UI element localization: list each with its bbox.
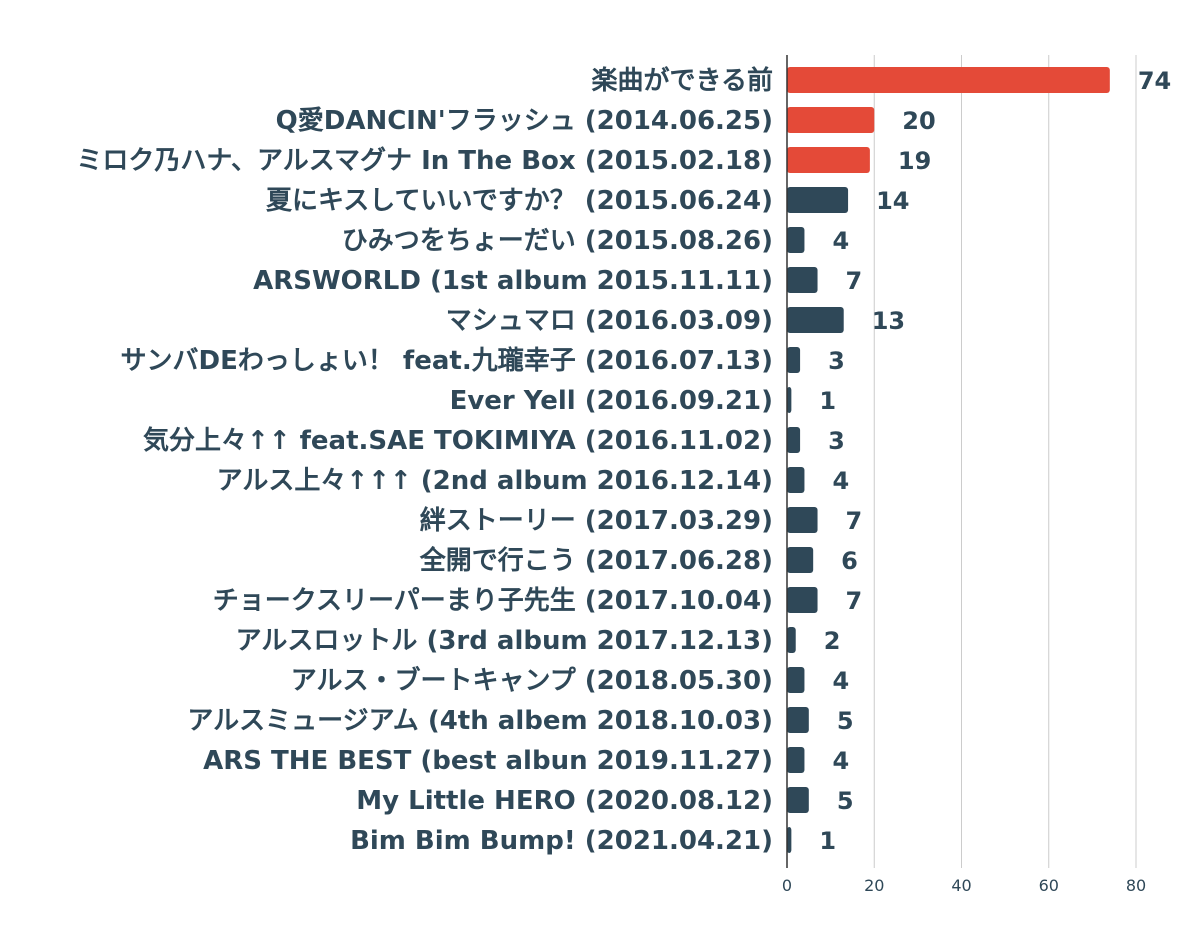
value-label: 7 xyxy=(846,507,863,535)
category-label: マシュマロ (2016.03.09) xyxy=(446,306,773,336)
category-label: チョークスリーパーまり子先生 (2017.10.04) xyxy=(213,586,773,616)
bar xyxy=(787,787,809,813)
value-label: 4 xyxy=(832,227,849,255)
bar xyxy=(787,227,805,253)
category-label: アルスミュージアム (4th albem 2018.10.03) xyxy=(187,706,773,736)
bar xyxy=(787,747,805,773)
bar xyxy=(787,147,870,173)
category-label: Ever Yell (2016.09.21) xyxy=(450,386,773,416)
category-label: ひみつをちょーだい (2015.08.26) xyxy=(342,226,773,256)
value-label: 19 xyxy=(898,147,931,175)
grid-lines xyxy=(873,55,1137,868)
category-label: Bim Bim Bump! (2021.04.21) xyxy=(350,826,773,856)
value-label: 5 xyxy=(837,787,854,815)
category-label: 全開で行こう (2017.06.28) xyxy=(419,545,773,576)
category-label: アルス上々↑↑↑ (2nd album 2016.12.14) xyxy=(217,466,773,496)
category-label: 夏にキスしていいですか？ (2015.06.24) xyxy=(266,186,773,216)
bar xyxy=(787,827,792,853)
category-label: My Little HERO (2020.08.12) xyxy=(356,786,773,816)
bar xyxy=(787,667,805,693)
value-label: 1 xyxy=(819,387,836,415)
value-label: 4 xyxy=(832,667,849,695)
value-label: 3 xyxy=(828,347,845,375)
category-label: ミロク乃ハナ、アルスマグナ In The Box (2015.02.18) xyxy=(76,146,773,176)
bar xyxy=(787,187,849,213)
bar xyxy=(787,507,818,533)
category-label: 楽曲ができる前 xyxy=(592,65,773,96)
x-tick-label: 40 xyxy=(951,876,971,895)
bar xyxy=(787,587,818,613)
value-label: 20 xyxy=(902,107,935,135)
bars xyxy=(787,67,1110,853)
category-label: 絆ストーリー (2017.03.29) xyxy=(420,505,773,536)
value-label: 1 xyxy=(819,827,836,855)
bar xyxy=(787,107,875,133)
category-label: Q愛DANCIN'フラッシュ (2014.06.25) xyxy=(276,106,773,136)
value-label: 14 xyxy=(876,187,909,215)
bar xyxy=(787,707,809,733)
bar xyxy=(787,547,814,573)
x-tick-label: 80 xyxy=(1126,876,1146,895)
bar xyxy=(787,627,796,653)
value-label: 13 xyxy=(872,307,905,335)
value-label: 3 xyxy=(828,427,845,455)
x-tick-labels: 0 20 40 60 80 xyxy=(782,876,1146,895)
value-label: 4 xyxy=(832,467,849,495)
value-label: 7 xyxy=(846,587,863,615)
x-tick-label: 20 xyxy=(864,876,884,895)
bar xyxy=(787,387,792,413)
bar xyxy=(787,467,805,493)
category-labels: 楽曲ができる前 Q愛DANCIN'フラッシュ (2014.06.25) ミロク乃ハナ… xyxy=(76,65,773,856)
category-label: アルスロットル (3rd album 2017.12.13) xyxy=(236,626,773,656)
value-label: 6 xyxy=(841,547,858,575)
category-label: 気分上々↑↑ feat.SAE TOKIMIYA (2016.11.02) xyxy=(143,425,773,456)
bar xyxy=(787,307,844,333)
x-tick-label: 60 xyxy=(1039,876,1059,895)
category-label: ARSWORLD (1st album 2015.11.11) xyxy=(253,266,773,296)
value-label: 74 xyxy=(1138,67,1171,95)
value-label: 4 xyxy=(832,747,849,775)
category-label: アルス・ブートキャンプ (2018.05.30) xyxy=(291,665,773,696)
bar xyxy=(787,347,801,373)
value-label: 7 xyxy=(846,267,863,295)
value-label: 5 xyxy=(837,707,854,735)
category-label: ARS THE BEST (best albun 2019.11.27) xyxy=(203,746,773,776)
bar xyxy=(787,427,801,453)
bar xyxy=(787,267,818,293)
bar xyxy=(787,67,1110,93)
x-tick-label: 0 xyxy=(782,876,792,895)
category-label: サンバDEわっしょい！ feat.九瓏幸子 (2016.07.13) xyxy=(121,345,774,376)
value-label: 2 xyxy=(824,627,841,655)
